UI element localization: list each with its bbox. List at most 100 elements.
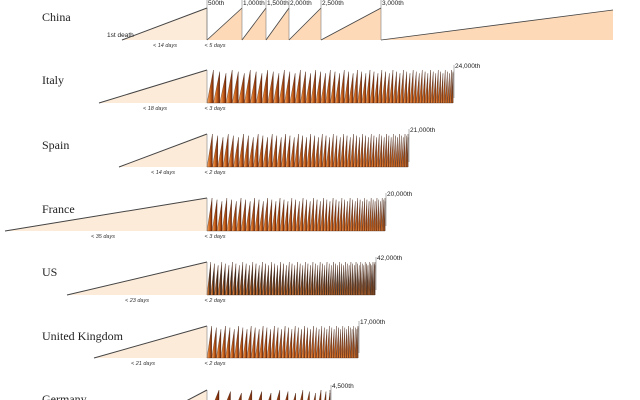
- tooth: [285, 391, 289, 400]
- tooth: [433, 73, 436, 104]
- tooth: [381, 71, 386, 104]
- tooth: [268, 392, 272, 400]
- tooth: [357, 199, 361, 232]
- tooth: [382, 199, 384, 232]
- tooth: [281, 325, 286, 359]
- tooth: [371, 199, 374, 232]
- tooth: [329, 327, 332, 359]
- tooth-line: [380, 9, 614, 41]
- tooth: [346, 137, 351, 168]
- tooth: [357, 265, 360, 296]
- tooth: [350, 263, 353, 296]
- tooth: [212, 135, 218, 168]
- tooth: [284, 327, 289, 359]
- lead-in-line: [66, 261, 208, 296]
- tooth: [297, 263, 301, 296]
- end-label: 24,000th: [455, 63, 481, 70]
- gap-label: < 35 days: [91, 234, 115, 240]
- milestone-label: 1,500th: [267, 0, 289, 7]
- tooth: [368, 133, 372, 168]
- tooth: [231, 201, 237, 232]
- tooth: [317, 261, 321, 296]
- tooth: [221, 197, 228, 232]
- tooth: [354, 261, 357, 296]
- tooth: [250, 71, 257, 104]
- tooth: [360, 263, 363, 296]
- tooth: [283, 201, 289, 232]
- tooth: [336, 137, 341, 168]
- tooth: [385, 73, 390, 104]
- tooth: [427, 69, 431, 104]
- tooth: [367, 261, 370, 296]
- tooth: [267, 199, 273, 232]
- tooth: [240, 199, 246, 232]
- tooth: [369, 263, 371, 296]
- tooth: [403, 71, 407, 104]
- tooth: [445, 71, 448, 104]
- teeth: [214, 389, 331, 400]
- tooth: [239, 261, 243, 296]
- tooth: [422, 71, 426, 104]
- tooth: [295, 327, 299, 359]
- tooth-line: [206, 7, 243, 41]
- tooth: [359, 261, 361, 296]
- tooth: [315, 265, 318, 296]
- tooth: [276, 137, 282, 168]
- gap-label: < 14 days: [151, 170, 175, 176]
- tooth: [329, 133, 334, 168]
- tooth: [371, 135, 375, 168]
- end-label: 42,000th: [377, 255, 403, 262]
- tooth: [341, 199, 345, 232]
- lead-in-line: [186, 389, 208, 400]
- tooth: [217, 261, 222, 296]
- tooth: [238, 73, 245, 104]
- tooth: [348, 73, 354, 104]
- tooth: [377, 69, 383, 104]
- tooth: [244, 69, 251, 104]
- tooth: [279, 199, 285, 232]
- tooth: [381, 137, 385, 168]
- tooth: [259, 261, 263, 296]
- tooth: [355, 197, 358, 232]
- tooth: [206, 197, 213, 232]
- tooth: [333, 325, 337, 359]
- tooth: [254, 199, 260, 232]
- tooth: [206, 69, 214, 104]
- tooth: [349, 261, 352, 296]
- tooth: [262, 263, 266, 296]
- tooth: [386, 135, 390, 168]
- tooth: [379, 135, 382, 168]
- tooth: [238, 133, 244, 168]
- tooth: [338, 329, 341, 359]
- tooth: [324, 329, 328, 359]
- tooth: [307, 329, 311, 359]
- first-death-label: 1st death: [107, 32, 134, 39]
- gap-label: < 5 days: [205, 43, 226, 49]
- tooth: [325, 137, 330, 168]
- tooth: [238, 327, 244, 359]
- tooth: [206, 133, 213, 168]
- tooth: [333, 135, 338, 168]
- tooth: [302, 261, 306, 296]
- tooth: [384, 133, 387, 168]
- tooth: [363, 261, 366, 296]
- tooth: [248, 389, 253, 400]
- lead-in-line: [121, 7, 208, 41]
- tooth: [352, 69, 358, 104]
- tooth: [249, 261, 253, 296]
- teeth: [206, 261, 376, 296]
- tooth: [323, 199, 328, 232]
- tooth: [216, 329, 222, 359]
- tooth: [406, 73, 411, 104]
- tooth: [447, 73, 450, 104]
- tooth: [222, 133, 229, 168]
- tooth: [271, 263, 275, 296]
- tooth: [409, 69, 414, 104]
- teeth: [206, 325, 359, 359]
- tooth: [340, 133, 344, 168]
- tooth: [234, 325, 239, 359]
- tooth: [345, 263, 348, 296]
- gap-label: < 21 days: [131, 361, 155, 367]
- tooth: [322, 135, 327, 168]
- tooth: [370, 265, 372, 296]
